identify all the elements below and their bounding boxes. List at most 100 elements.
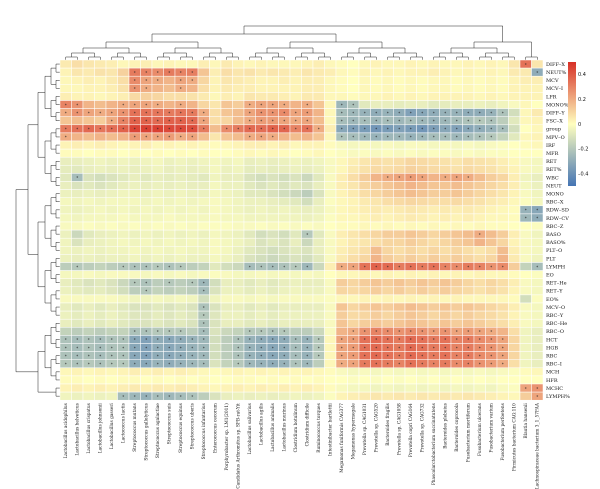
heatmap-cell [163, 246, 176, 255]
heatmap-cell [416, 254, 429, 263]
dendrogram-branch [163, 52, 187, 57]
heatmap-cell [140, 294, 153, 304]
heatmap-cell [105, 246, 118, 255]
heatmap-cell [427, 391, 440, 401]
heatmap-cell [324, 173, 337, 182]
significance-star: * [536, 265, 538, 270]
dendrogram-branch [180, 56, 193, 60]
heatmap-cell [151, 237, 164, 247]
heatmap-cell [71, 92, 84, 101]
heatmap-cell [105, 205, 118, 215]
significance-star: * [398, 127, 400, 132]
heatmap-cell [94, 237, 107, 247]
heatmap-cell [370, 310, 383, 320]
significance-star: * [352, 354, 354, 359]
heatmap-cell [255, 92, 268, 101]
heatmap-cell [220, 278, 233, 288]
heatmap-cell [462, 213, 475, 223]
heatmap-cell [301, 375, 314, 385]
heatmap-cell [220, 205, 233, 215]
significance-star: * [157, 78, 159, 83]
heatmap-cell [117, 270, 130, 279]
heatmap-cell [324, 351, 337, 360]
heatmap-cell [324, 75, 337, 85]
dendrogram-branch [27, 124, 38, 255]
dendrogram-branch [272, 56, 285, 60]
heatmap-cell [209, 254, 222, 263]
significance-star: * [145, 330, 147, 335]
heatmap-cell [174, 148, 187, 158]
heatmap-cell [186, 375, 199, 385]
heatmap-cell [462, 318, 475, 328]
heatmap-cell [393, 148, 406, 158]
heatmap-cell [220, 59, 233, 69]
heatmap-cell [508, 148, 521, 158]
significance-star: * [490, 265, 492, 270]
heatmap-cell [255, 246, 268, 255]
significance-star: * [387, 338, 389, 343]
heatmap-cell [301, 367, 314, 377]
heatmap-cell [370, 140, 383, 150]
heatmap-cell [404, 375, 417, 385]
heatmap-cell [335, 84, 348, 93]
dendrogram-branch [50, 132, 56, 150]
heatmap-cell [197, 148, 210, 158]
dendrogram-branch [50, 67, 56, 85]
heatmap-cell [163, 302, 176, 312]
heatmap-cell [519, 132, 532, 142]
heatmap-cell [393, 189, 406, 198]
heatmap-cell [301, 246, 314, 255]
heatmap-cell [59, 197, 72, 207]
heatmap-cell [105, 100, 118, 109]
heatmap-cell [439, 367, 452, 377]
heatmap-cell [105, 286, 118, 296]
significance-star: * [203, 346, 205, 351]
significance-star: * [341, 362, 343, 367]
heatmap-cell [59, 367, 72, 377]
significance-star: * [260, 362, 262, 367]
heatmap-cell [266, 67, 279, 77]
heatmap-cell [94, 278, 107, 288]
heatmap-cell [197, 391, 210, 401]
heatmap-cell [220, 108, 233, 117]
heatmap-cell [243, 318, 256, 328]
heatmap-cell [370, 213, 383, 223]
heatmap-cell [347, 156, 360, 166]
heatmap-cell [220, 116, 233, 126]
heatmap-cell [278, 254, 291, 263]
heatmap-cell [174, 92, 187, 101]
heatmap-cell [82, 375, 95, 385]
heatmap-cell [439, 181, 452, 190]
heatmap-cell [163, 181, 176, 190]
heatmap-cell [393, 100, 406, 109]
significance-star: * [341, 354, 343, 359]
heatmap-cell [450, 391, 463, 401]
heatmap-cell [312, 108, 325, 117]
heatmap-cell [105, 189, 118, 198]
heatmap-cell [427, 237, 440, 247]
dendrogram-branch [55, 339, 60, 348]
row-label: MONO [546, 191, 564, 197]
heatmap-cell [450, 318, 463, 328]
dendrogram-branch [55, 323, 60, 332]
heatmap-cell [324, 108, 337, 117]
heatmap-cell [71, 286, 84, 296]
heatmap-cell [220, 229, 233, 239]
heatmap-cell [450, 197, 463, 207]
heatmap-cell [473, 197, 486, 207]
heatmap-cell [427, 92, 440, 101]
heatmap-cell [278, 92, 291, 101]
heatmap-cell [94, 84, 107, 93]
heatmap-cell [439, 75, 452, 85]
heatmap-cell [508, 197, 521, 207]
significance-star: * [283, 346, 285, 351]
heatmap-cell [82, 237, 95, 247]
heatmap-cell [531, 221, 544, 231]
heatmap-cell [255, 213, 268, 223]
heatmap-cell [508, 270, 521, 279]
heatmap-cell [209, 383, 222, 393]
heatmap-cell [324, 294, 337, 304]
heatmap-cell [358, 84, 371, 93]
heatmap-cell [163, 383, 176, 393]
heatmap-cell [427, 318, 440, 328]
